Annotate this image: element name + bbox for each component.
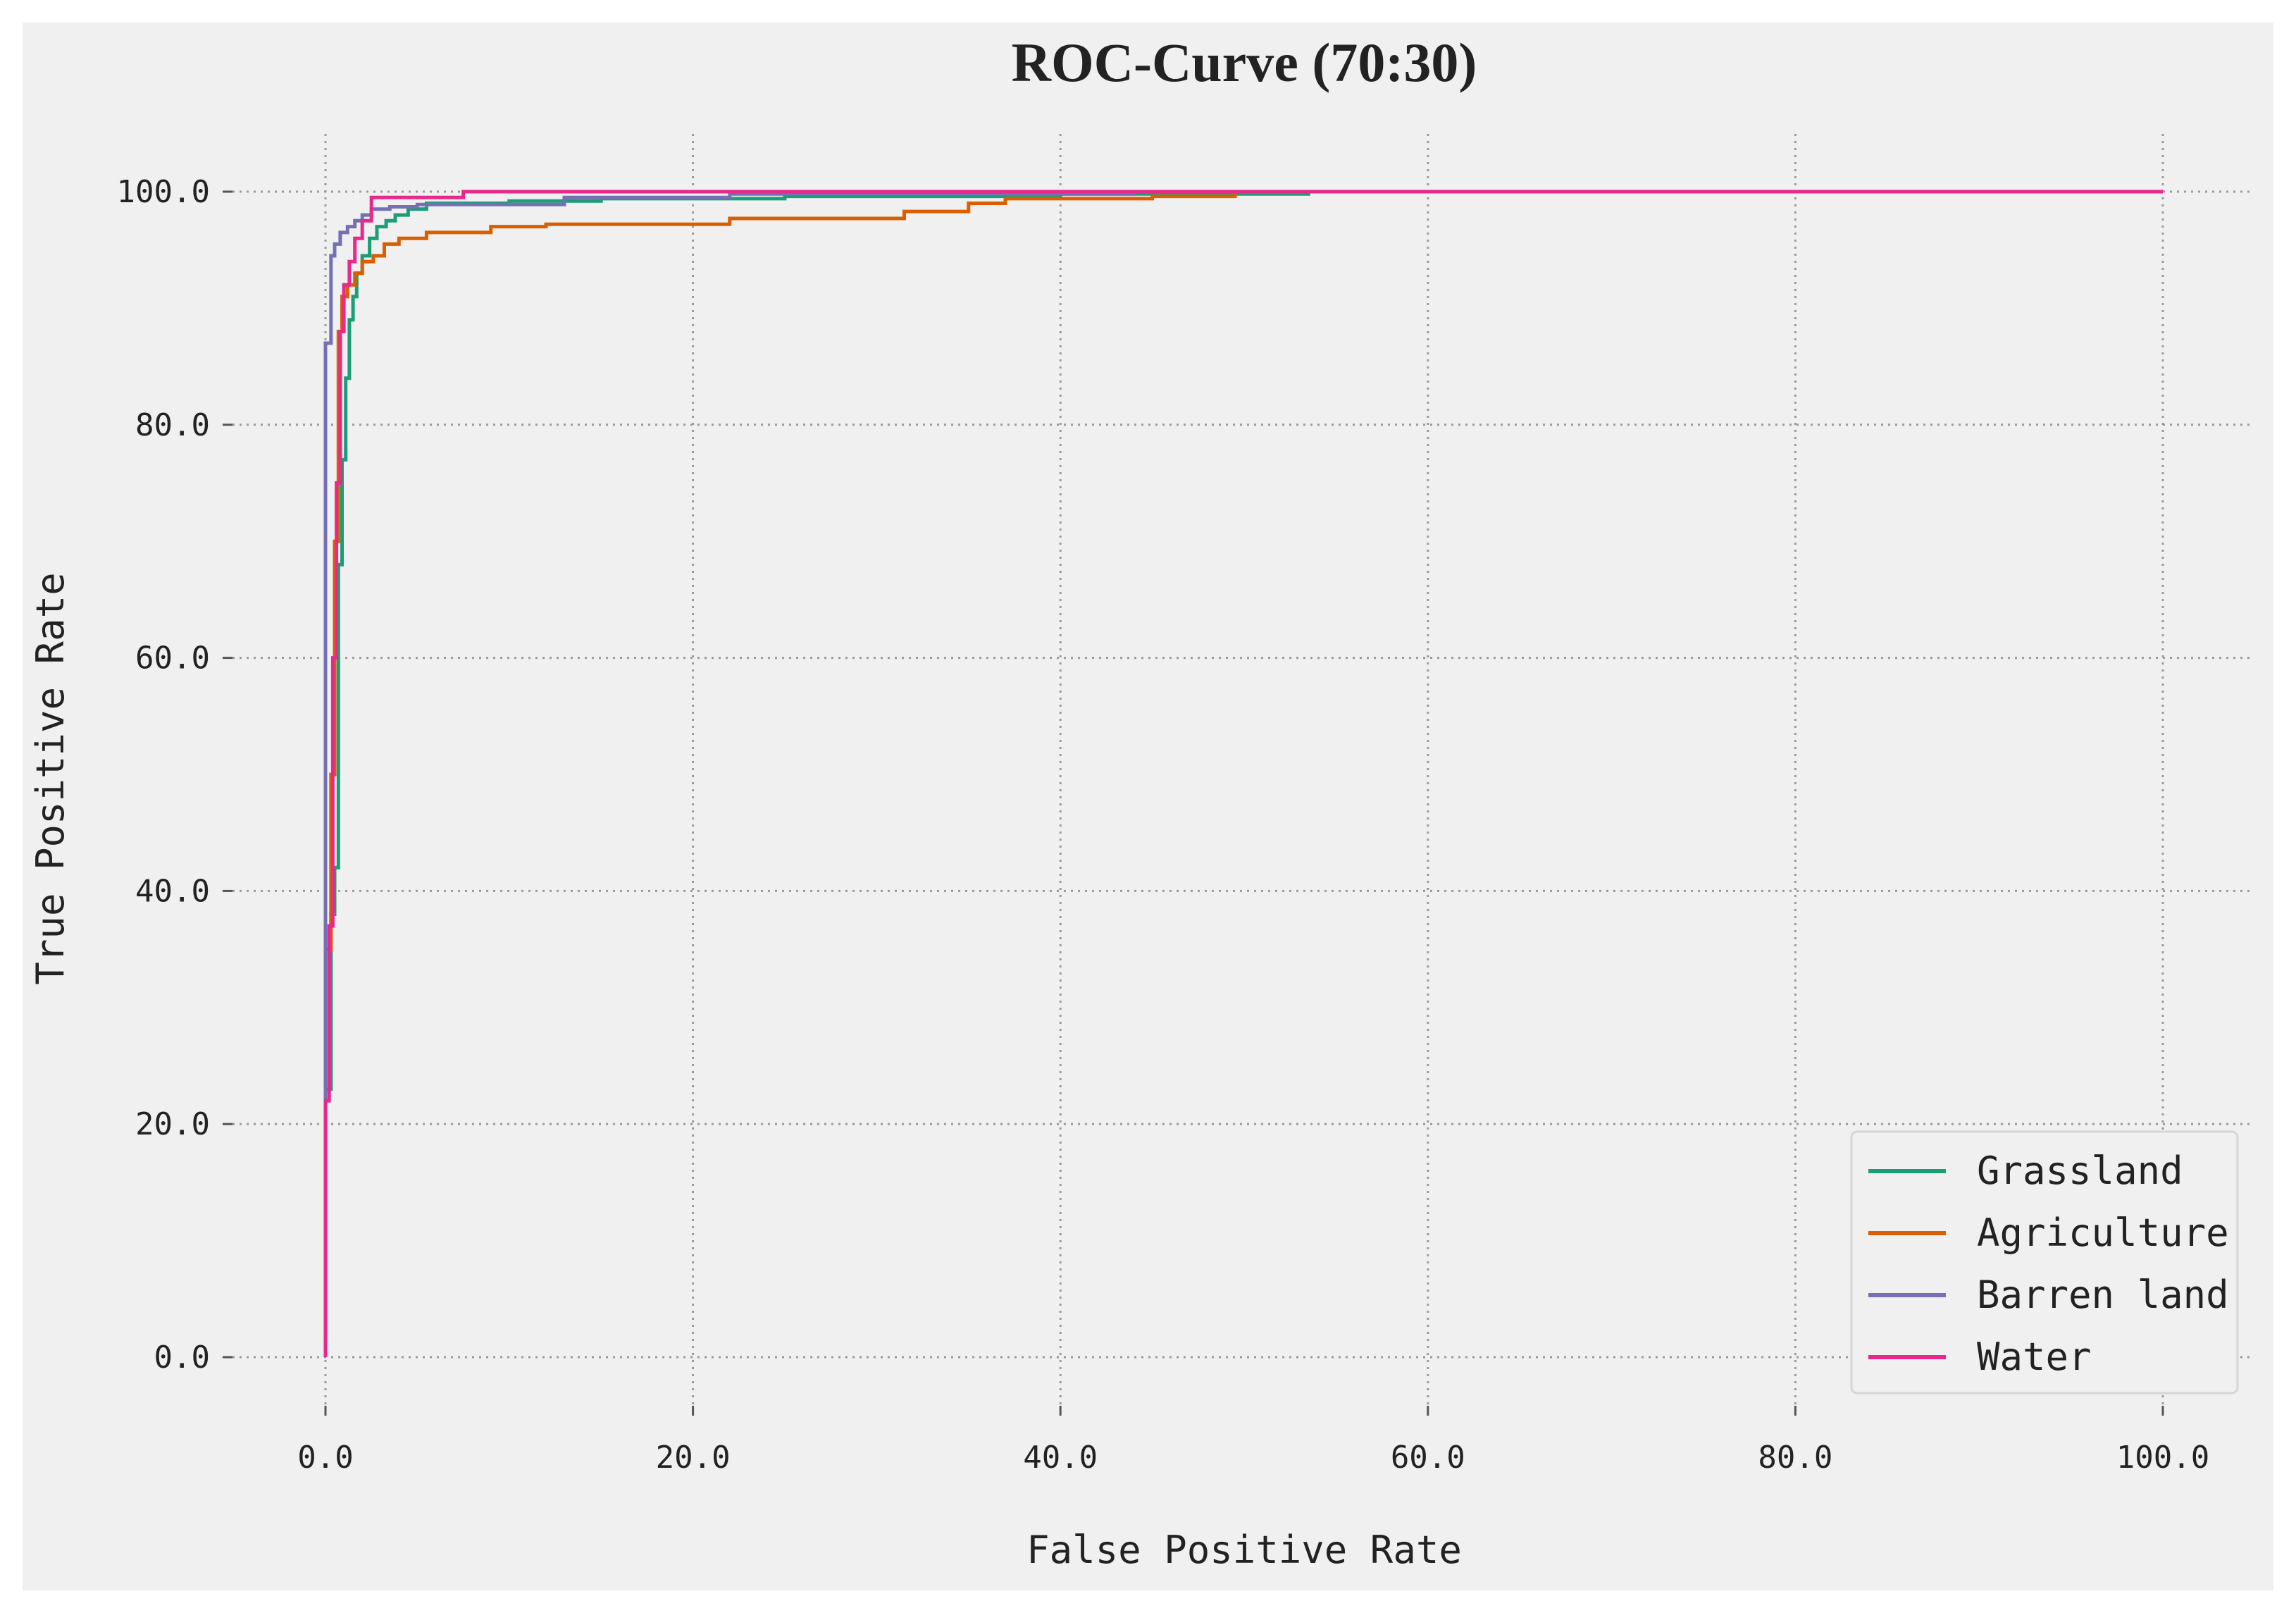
x-tick-label: 0.0 xyxy=(297,1440,353,1476)
legend-item-barren-land: Barren land xyxy=(1868,1273,2229,1317)
y-tick-label: 20.0 xyxy=(135,1106,210,1142)
x-tick-label: 40.0 xyxy=(1023,1440,1098,1476)
legend-label: Grassland xyxy=(1977,1149,2183,1193)
y-axis-label: True Positive Rate xyxy=(28,572,73,984)
legend-item-grassland: Grassland xyxy=(1868,1149,2183,1193)
y-tick-label: 0.0 xyxy=(154,1340,210,1375)
y-tick-label: 100.0 xyxy=(117,174,210,210)
chart-title: ROC-Curve (70:30) xyxy=(1012,32,1477,93)
y-tick-label: 80.0 xyxy=(135,407,210,443)
x-tick-label: 20.0 xyxy=(656,1440,731,1476)
series-line-water xyxy=(323,190,2163,1357)
legend: Grassland Agriculture Barren land Water xyxy=(1850,1130,2239,1395)
legend-box xyxy=(1850,1130,2239,1395)
x-axis-label: False Positive Rate xyxy=(1026,1528,1462,1572)
x-tick-label: 80.0 xyxy=(1758,1440,1832,1476)
legend-label: Water xyxy=(1977,1335,2092,1379)
legend-item-water: Water xyxy=(1868,1335,2092,1379)
y-tick-label: 60.0 xyxy=(135,641,210,676)
legend-item-agriculture: Agriculture xyxy=(1868,1211,2229,1255)
series-lines xyxy=(323,190,2163,1357)
axis-ticks: 0.0 20.0 40.0 60.0 80.0 100.0 0.0 20.0 40.0 60.0 8… xyxy=(117,174,2210,1476)
legend-label: Agriculture xyxy=(1977,1211,2229,1255)
series-line-agriculture xyxy=(323,190,2163,1357)
legend-label: Barren land xyxy=(1977,1273,2229,1317)
y-tick-label: 40.0 xyxy=(135,873,210,909)
x-tick-label: 100.0 xyxy=(2116,1440,2209,1476)
x-tick-label: 60.0 xyxy=(1391,1440,1465,1476)
series-line-barren-land xyxy=(323,190,2163,1357)
